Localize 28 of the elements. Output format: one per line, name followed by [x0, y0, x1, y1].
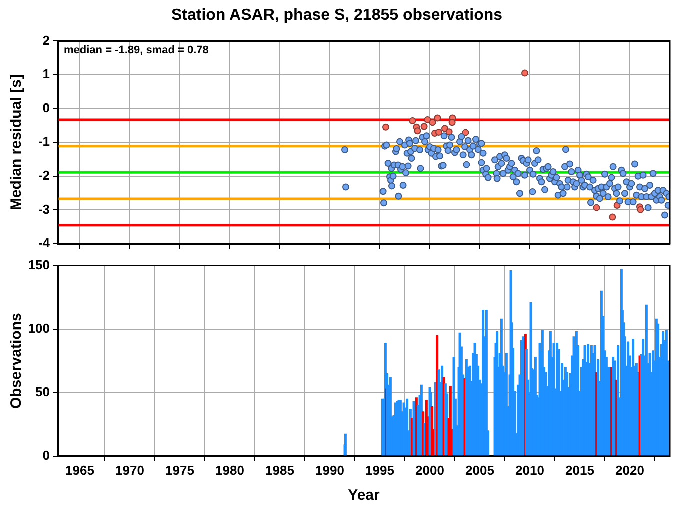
y-tick-label: -2 — [38, 168, 50, 183]
y-axis-title: Observations — [8, 313, 26, 410]
x-tick-label: 1990 — [316, 462, 344, 478]
y-tick-label: 2 — [42, 32, 50, 48]
x-tick-label: 2020 — [616, 462, 644, 478]
y-tick-label: 0 — [42, 448, 50, 463]
y-tick-label: -4 — [38, 236, 51, 251]
x-tick-label: 2005 — [466, 462, 494, 478]
annotation: median = -1.89, smad = 0.78 — [64, 44, 209, 57]
chart-title: Station ASAR, phase S, 21855 observations — [171, 7, 503, 24]
x-tick-label: 2015 — [566, 462, 594, 478]
x-tick-label: 2010 — [516, 462, 544, 478]
x-tick-label: 1975 — [166, 462, 194, 478]
x-tick-label: 1980 — [216, 462, 244, 478]
x-axis-title: Year — [348, 487, 380, 504]
x-tick-label: 1995 — [366, 462, 394, 478]
y-tick-label: 0 — [42, 100, 50, 116]
y-tick-label: -3 — [38, 202, 50, 217]
x-tick-label: 2000 — [416, 462, 444, 478]
y-axis-title: Median residual [s] — [8, 74, 26, 211]
y-tick-label: -1 — [38, 134, 50, 150]
x-tick-label: 1965 — [66, 462, 94, 478]
x-tick-label: 1985 — [266, 462, 294, 478]
y-tick-label: 1 — [42, 66, 50, 82]
y-tick-label: 150 — [28, 257, 50, 272]
x-tick-label: 1970 — [116, 462, 144, 478]
y-tick-label: 50 — [36, 384, 50, 400]
y-tick-label: 100 — [28, 320, 50, 336]
